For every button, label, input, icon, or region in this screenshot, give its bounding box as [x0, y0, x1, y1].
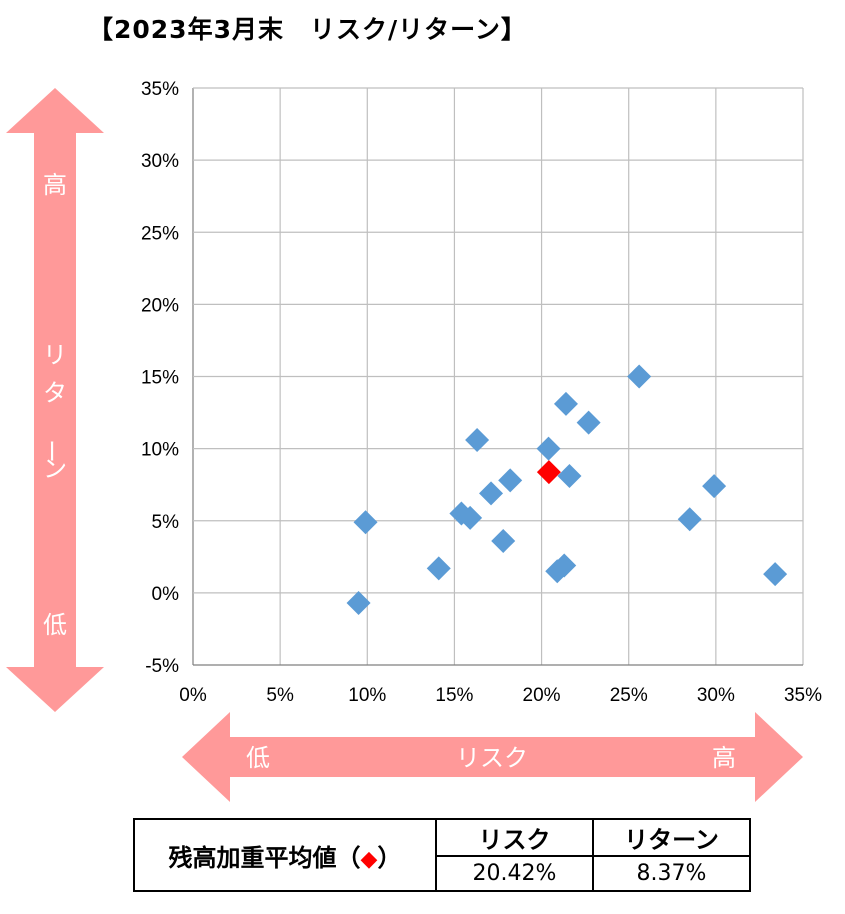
x-axis-ticks: 0% 5% 10% 15% 20% 25% 30% 35% [179, 685, 822, 706]
data-point [763, 562, 788, 587]
return-value: 8.37% [592, 855, 751, 892]
summary-label-cell: 残高加重平均値（◆） [133, 818, 437, 892]
grid-lines [192, 87, 804, 666]
y-tick-label: 15% [141, 368, 179, 389]
data-point [353, 510, 378, 535]
x-tick-label: 15% [435, 685, 473, 706]
data-point [458, 505, 483, 530]
data-point [479, 481, 504, 506]
data-point [677, 507, 702, 532]
data-point [702, 474, 727, 499]
risk-low-label: 低 [246, 744, 270, 772]
return-arrow [6, 88, 104, 712]
return-high-label: 高 [43, 171, 67, 199]
x-tick-label: 5% [266, 685, 294, 706]
risk-axis-label: リスク [456, 744, 528, 772]
x-tick-label: 20% [523, 685, 561, 706]
risk-high-label: 高 [712, 744, 736, 772]
data-point [553, 391, 578, 416]
data-point [576, 410, 601, 435]
y-axis-ticks: 35% 30% 25% 20% 15% 10% 5% 0% -5% [141, 79, 179, 677]
return-header: リターン [592, 818, 751, 857]
data-point [536, 436, 561, 461]
data-point [346, 590, 371, 615]
y-tick-label: 5% [152, 512, 180, 533]
x-tick-label: 0% [179, 685, 207, 706]
data-point [627, 364, 652, 389]
y-tick-label: -5% [145, 656, 179, 677]
y-tick-label: 20% [141, 295, 179, 316]
data-point [557, 464, 582, 489]
y-tick-label: 10% [141, 440, 179, 461]
red-diamond-icon: ◆ [360, 846, 378, 872]
x-tick-label: 35% [784, 685, 822, 706]
data-point [465, 427, 490, 452]
y-tick-label: 35% [141, 79, 179, 100]
x-tick-label: 10% [348, 685, 386, 706]
return-axis-label: リターン [37, 341, 67, 483]
scatter-chart: 35%30%25%20%15%10%5%0%-5% 0% 5% 10% 15% 20% 2… [6, 79, 822, 802]
data-point [498, 468, 523, 493]
data-points [346, 364, 788, 615]
x-tick-label: 25% [610, 685, 648, 706]
data-point [491, 528, 516, 553]
y-tick-label: 25% [141, 223, 179, 244]
summary-label-end: ） [377, 843, 402, 872]
return-low-label: 低 [43, 611, 67, 639]
weighted-average-point [536, 460, 561, 485]
data-point [426, 556, 451, 581]
risk-arrow [182, 712, 803, 802]
y-tick-label: 30% [141, 151, 179, 172]
summary-label: 残高加重平均値（ [168, 843, 361, 872]
chart-title: 【2023年3月末 リスク/リターン】 [88, 15, 527, 44]
y-tick-label: 0% [152, 584, 180, 605]
data-point [552, 553, 577, 578]
risk-header: リスク [435, 818, 594, 857]
summary-table: 残高加重平均値（◆） リスク リターン 20.42% 8.37% [133, 818, 751, 892]
x-tick-label: 30% [697, 685, 735, 706]
risk-value: 20.42% [435, 855, 594, 892]
